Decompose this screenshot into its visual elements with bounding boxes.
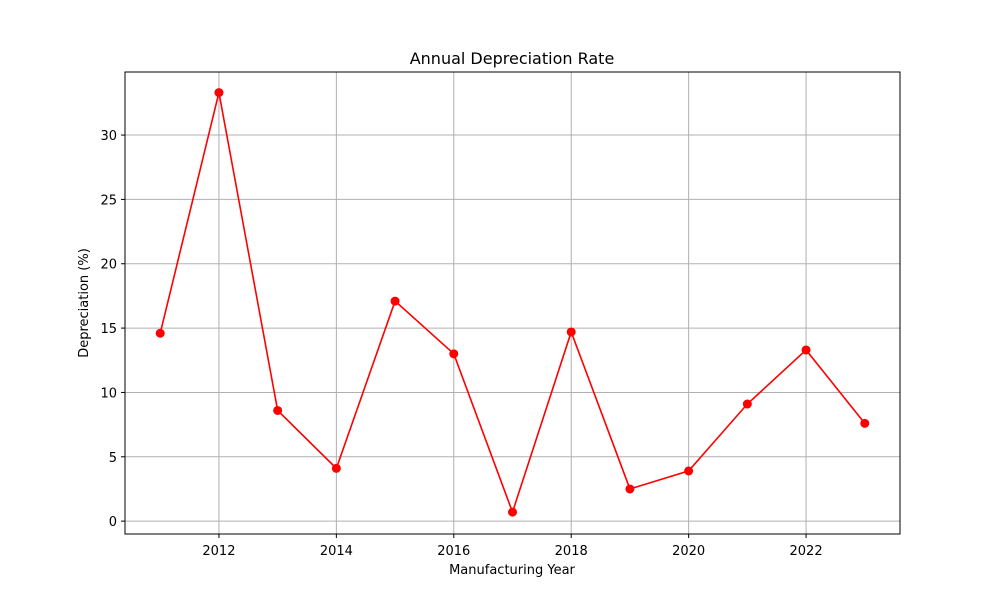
data-point bbox=[801, 345, 811, 355]
data-point bbox=[214, 88, 224, 98]
y-tick-label: 30 bbox=[100, 129, 117, 144]
x-tick-label: 2020 bbox=[672, 544, 705, 559]
axis-ticks: 2012 2014 2016 2018 2020 2022 0 5 10 15 20 25 30 bbox=[100, 129, 822, 559]
y-tick-label: 0 bbox=[109, 515, 117, 530]
data-point bbox=[625, 484, 635, 494]
y-tick-label: 25 bbox=[100, 193, 117, 208]
data-point bbox=[273, 405, 283, 415]
y-axis-label: Depreciation (%) bbox=[77, 248, 92, 358]
data-point bbox=[566, 327, 576, 337]
grid bbox=[125, 72, 900, 534]
data-point bbox=[449, 349, 459, 359]
x-tick-label: 2012 bbox=[202, 544, 235, 559]
data-point bbox=[684, 466, 694, 476]
x-tick-label: 2016 bbox=[437, 544, 470, 559]
plot-frame bbox=[124, 71, 901, 535]
data-point bbox=[742, 399, 752, 409]
y-tick-label: 5 bbox=[109, 451, 117, 466]
y-tick-label: 20 bbox=[100, 258, 117, 273]
data-point bbox=[508, 507, 517, 517]
x-tick-label: 2014 bbox=[320, 544, 353, 559]
y-tick-label: 15 bbox=[100, 322, 117, 337]
x-tick-label: 2018 bbox=[555, 544, 588, 559]
x-tick-label: 2022 bbox=[790, 544, 823, 559]
data-point bbox=[860, 418, 870, 428]
data-point bbox=[390, 296, 400, 306]
data-point bbox=[331, 463, 341, 473]
series-layer bbox=[155, 88, 870, 517]
data-point bbox=[155, 328, 165, 338]
x-axis-label: Manufacturing Year bbox=[449, 563, 575, 578]
chart-title: Annual Depreciation Rate bbox=[410, 49, 615, 68]
y-tick-label: 10 bbox=[100, 386, 117, 401]
series-line bbox=[159, 92, 866, 515]
